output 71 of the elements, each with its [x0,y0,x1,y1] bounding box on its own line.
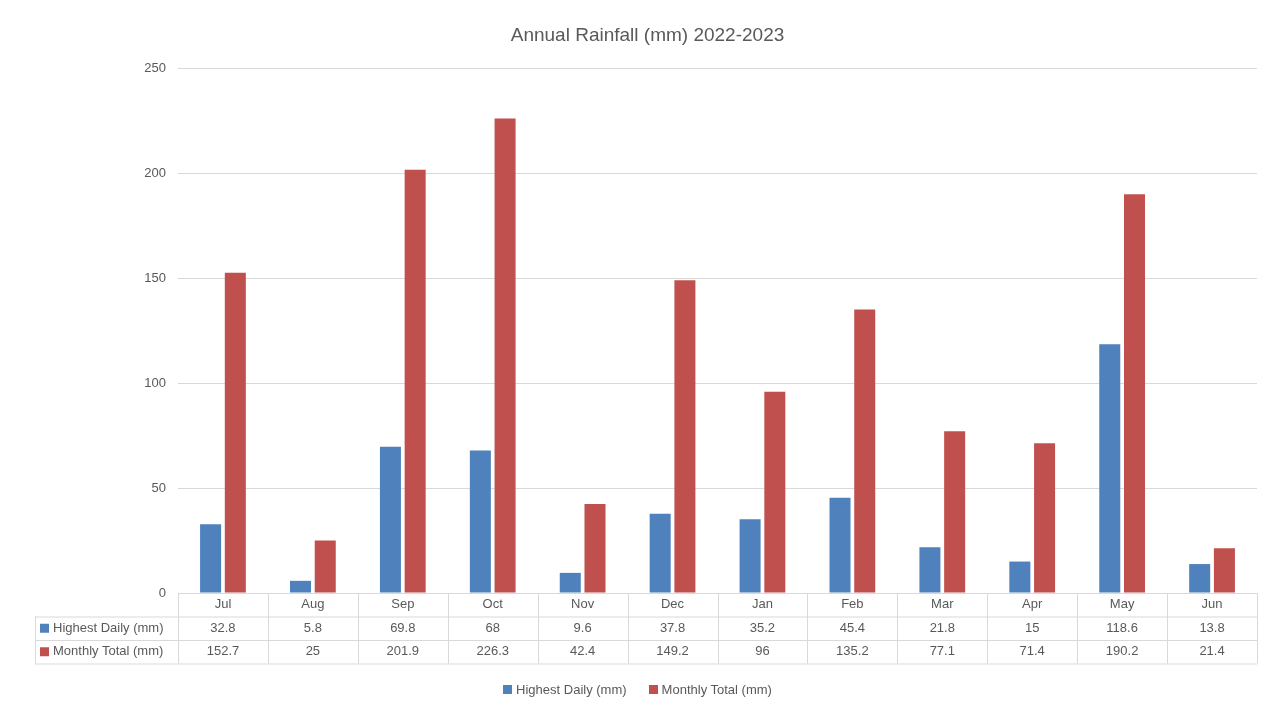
bar [200,524,222,593]
data-label: 5.8 [303,619,322,635]
bar [764,391,786,593]
data-label: 118.6 [1106,619,1138,635]
bar [290,580,312,593]
y-tick-label: 200 [144,165,166,181]
chart-title: Annual Rainfall (mm) 2022-2023 [510,23,785,45]
x-tick-label: Nov [571,596,595,612]
bar [919,547,941,593]
bar [224,272,246,593]
bar [739,519,761,593]
x-tick-label: Mar [931,596,955,612]
bar [559,572,581,593]
x-tick-label: Feb [841,596,864,612]
bar [379,446,401,593]
y-tick-label: 50 [151,479,166,495]
x-tick-label: Sep [391,596,415,612]
data-label: 152.7 [206,643,240,659]
x-tick-label: Oct [482,596,504,612]
data-label: 226.3 [476,643,509,659]
data-label: 149.2 [656,643,689,659]
data-label: 77.1 [929,643,955,659]
bar [1034,443,1056,593]
data-label: 201.9 [386,643,420,659]
bar [1123,194,1145,593]
bar [314,540,336,593]
bar [1189,564,1211,593]
data-label: 25 [305,643,321,659]
legend-label: Highest Daily (mm) [53,619,164,635]
legend-label: Monthly Total (mm) [53,643,164,659]
data-label: 190.2 [1105,643,1139,659]
text: Highest Daily (mm) [516,682,627,697]
bar [1009,561,1031,593]
data-label: 42.4 [569,643,596,659]
data-label: 45.4 [839,619,866,635]
data-label: 96 [755,643,770,659]
bar [944,431,966,593]
data-label: 13.8 [1199,619,1225,635]
x-tick-label: Jan [751,596,773,612]
x-tick-label: May [1109,596,1135,612]
bar [674,280,696,593]
data-label: 21.4 [1199,643,1225,659]
data-label: 68 [485,619,500,635]
y-tick-label: 0 [158,584,166,600]
x-tick-label: Aug [301,596,325,612]
bar [494,118,516,593]
y-tick-label: 150 [144,270,166,286]
y-tick-label: 250 [144,60,166,76]
data-label: 15 [1024,619,1040,635]
data-label: 9.6 [573,619,592,635]
bar [829,497,851,593]
bar [1099,344,1121,593]
bar [404,169,426,593]
x-tick-label: Jul [214,596,232,612]
data-label: 37.8 [659,619,686,635]
bar [1213,548,1235,593]
x-tick-label: Dec [660,596,685,612]
data-label: 21.8 [929,619,955,635]
bar [649,513,671,593]
text: Monthly Total (mm) [661,682,772,697]
x-tick-label: Jun [1201,596,1223,612]
data-label: 135.2 [836,643,869,659]
bar [469,450,491,593]
y-tick-label: 100 [144,374,166,390]
data-label: 35.2 [749,619,776,635]
data-label: 32.8 [210,619,236,635]
data-label: 69.8 [390,619,416,635]
data-label: 71.4 [1019,643,1045,659]
x-tick-label: Apr [1022,596,1043,612]
bar [854,309,876,593]
bar [584,504,606,593]
